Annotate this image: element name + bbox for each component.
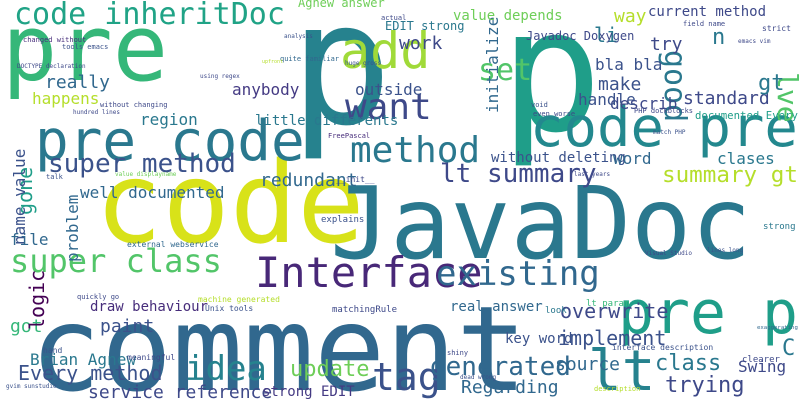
word-meaningful-88: meaningful bbox=[127, 353, 175, 362]
word-work-56: work bbox=[399, 33, 443, 54]
word-field-name-92: field name bbox=[683, 20, 725, 28]
word-quickly-go-111: quickly go bbox=[77, 293, 119, 301]
word-c-77: C bbox=[782, 336, 795, 361]
word-changed-without-95: changed without bbox=[23, 36, 86, 44]
word-existing-16: existing bbox=[436, 254, 600, 294]
word-source-33: source bbox=[555, 354, 620, 375]
word-documented-every-63: documented Every bbox=[695, 109, 799, 122]
word-draw-behaviour-41: draw behaviour bbox=[90, 299, 208, 315]
word-code-inheritdoc-11: code inheritDoc bbox=[14, 0, 285, 32]
word-upfront-120: upfront bbox=[262, 59, 283, 65]
word-current-method-71: current method bbox=[648, 4, 766, 20]
word-key-word-43: key word bbox=[505, 331, 572, 347]
word-match-php-104: match PHP bbox=[653, 129, 686, 136]
word-outside-55: outside bbox=[355, 80, 422, 99]
word-paint-36: paint bbox=[100, 316, 154, 337]
word-real-answer-42: real answer bbox=[450, 299, 543, 315]
word-quite-familiar-97: quite familiar bbox=[280, 55, 339, 63]
word-external-webservice-85: external webservice bbox=[127, 240, 219, 249]
word-bla-bla-59: bla bla bbox=[595, 55, 662, 74]
word-value-depends-72: value depends bbox=[453, 8, 563, 24]
word-init-115: __init__ bbox=[336, 175, 375, 184]
word-hundred-lines-100: hundred lines bbox=[73, 109, 120, 116]
word-service-reference-29: service reference bbox=[88, 382, 272, 400]
word-gvim-sunstudio-114: gvim sunstudio bbox=[6, 383, 57, 390]
word-clases-64: clases bbox=[717, 149, 775, 168]
word-using-regex-96: using regex bbox=[200, 73, 240, 80]
word-way-69: way bbox=[614, 6, 647, 27]
word-initialize-57: initialize bbox=[483, 17, 502, 113]
word-javadoc-doxygen-73: Javadoc Doxygen bbox=[526, 29, 634, 43]
word-machine-generated-117: machine generated bbox=[198, 295, 280, 304]
word-gt-76: gt bbox=[758, 71, 785, 96]
word-huge-gross-98: huge gross bbox=[345, 60, 382, 67]
word-actual-109: actual bbox=[381, 14, 406, 22]
word-hand-90: hand bbox=[43, 346, 62, 355]
word-lines-long-102: lines long bbox=[707, 247, 744, 254]
word-strong-edit-40: strong EDIT bbox=[262, 384, 355, 400]
word-without-changing-99: without changing bbox=[100, 101, 167, 109]
word-even-worse-103: even worse bbox=[533, 110, 575, 118]
word-last-years-101: last years bbox=[574, 171, 611, 178]
word-clearer-87: clearer bbox=[742, 355, 781, 365]
word-freepascal-82: FreePascal bbox=[328, 132, 370, 140]
word-shiny-107: shiny bbox=[447, 349, 468, 357]
word-anybody-53: anybody bbox=[232, 80, 300, 99]
word-n-70: n bbox=[712, 25, 725, 50]
word-look-89: look bbox=[545, 306, 567, 316]
word-logic-38: logic bbox=[25, 270, 49, 330]
word-little-differents-54: little differents bbox=[255, 113, 398, 129]
word-void-110: void bbox=[531, 101, 548, 109]
word-lt-param-80: lt param bbox=[586, 299, 629, 309]
word-interface-description-79: interface description bbox=[612, 343, 713, 352]
word-matchingrule-81: matchingRule bbox=[332, 305, 397, 315]
word-word-66: word bbox=[613, 149, 652, 168]
word-analysis-112: analysis bbox=[284, 33, 313, 40]
word-class-30: class bbox=[655, 351, 721, 376]
word-description-119: description bbox=[594, 385, 640, 393]
word-update-28: update bbox=[290, 357, 369, 382]
word-explains-84: explains bbox=[321, 215, 364, 225]
word-file-48: file bbox=[10, 230, 49, 249]
word-try-67: try bbox=[650, 34, 683, 55]
word-really-52: really bbox=[45, 72, 110, 93]
word-php-dockblocks-83: PHP dockblocks bbox=[634, 107, 693, 115]
word-strong-86: strong bbox=[763, 222, 796, 232]
word-tools-emacs-93: tools emacs bbox=[62, 43, 108, 51]
word-strict-91: strict bbox=[762, 24, 791, 33]
word-region-50: region bbox=[140, 110, 198, 129]
word-emacs-vim-113: emacs vim bbox=[738, 38, 771, 45]
word-dead-wrong-108: dead wrong bbox=[460, 374, 497, 381]
word-standard-61: standard bbox=[683, 88, 770, 109]
word-trying-26: trying bbox=[665, 373, 744, 398]
word-visual-studio-105: Visual Studio bbox=[645, 250, 692, 257]
word-unix-tools-78: Unix tools bbox=[205, 304, 253, 313]
word-problem-49: problem bbox=[63, 195, 82, 262]
word-agnew-answer-75: Agnew answer bbox=[298, 0, 385, 10]
word-well-documented-45: well documented bbox=[80, 183, 225, 202]
word-doctype-declaration-94: DOCTYPE declaration bbox=[17, 63, 86, 70]
word-talk-118: talk bbox=[46, 173, 64, 181]
word-without-deleting-65: without deleting bbox=[491, 150, 626, 166]
word-handle-62: handle bbox=[578, 90, 636, 109]
word-exaggerating-106: exaggerating bbox=[757, 325, 798, 331]
word-value-displayname-116: value displayname bbox=[115, 171, 177, 178]
